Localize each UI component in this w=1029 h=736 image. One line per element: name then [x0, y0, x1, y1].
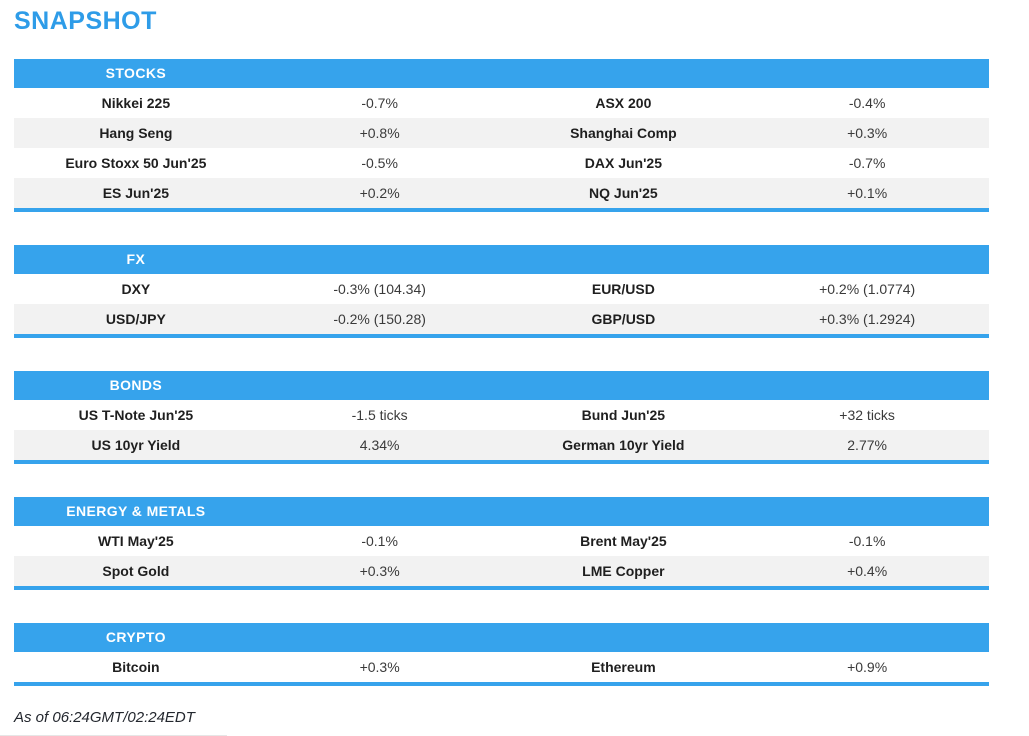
instrument-label: WTI May'25	[98, 532, 174, 549]
table-row: Hang Seng +0.8% Shanghai Comp +0.3%	[14, 117, 989, 148]
table-row: ES Jun'25 +0.2% NQ Jun'25 +0.1%	[14, 177, 989, 208]
instrument-label: Ethereum	[591, 658, 656, 675]
instrument-label: Spot Gold	[102, 562, 170, 579]
instrument-value: +0.8%	[359, 124, 400, 141]
bottom-divider	[0, 734, 227, 736]
table-row: DXY -0.3% (104.34) EUR/USD +0.2% (1.0774)	[14, 273, 989, 304]
section-header: BONDS	[14, 370, 989, 400]
instrument-label: Nikkei 225	[101, 94, 171, 111]
instrument-value: +0.3% (1.2924)	[819, 310, 916, 327]
section-crypto: CRYPTO Bitcoin +0.3% Ethereum +0.9%	[14, 622, 989, 686]
section-bottom-bar	[14, 681, 989, 686]
instrument-value: +0.3%	[359, 562, 400, 579]
instrument-value: +32 ticks	[839, 406, 895, 423]
section-header-label: CRYPTO	[105, 629, 166, 645]
section-header: STOCKS	[14, 58, 989, 88]
section-stocks: STOCKS Nikkei 225 -0.7% ASX 200 -0.4% Hang Se…	[14, 58, 989, 212]
table-row: Spot Gold +0.3% LME Copper +0.4%	[14, 555, 989, 586]
instrument-value: +0.1%	[847, 184, 888, 201]
instrument-label: NQ Jun'25	[589, 184, 658, 201]
table-row: Euro Stoxx 50 Jun'25 -0.5% DAX Jun'25 -0.7%	[14, 147, 989, 178]
instrument-label: DAX Jun'25	[584, 154, 662, 171]
section-bottom-bar	[14, 459, 989, 464]
instrument-value: +0.9%	[847, 658, 888, 675]
instrument-value: +0.3%	[359, 658, 400, 675]
section-bonds: BONDS US T-Note Jun'25 -1.5 ticks Bund Jun'…	[14, 370, 989, 464]
section-header: FX	[14, 244, 989, 274]
instrument-label: Bitcoin	[112, 658, 160, 675]
instrument-value: -0.2% (150.28)	[333, 310, 426, 327]
instrument-label: USD/JPY	[105, 310, 166, 327]
instrument-value: -1.5 ticks	[351, 406, 408, 423]
section-bottom-bar	[14, 207, 989, 212]
instrument-label: US 10yr Yield	[91, 436, 181, 453]
table-row: USD/JPY -0.2% (150.28) GBP/USD +0.3% (1.292…	[14, 303, 989, 334]
section-header-label: STOCKS	[105, 65, 167, 81]
instrument-value: 2.77%	[847, 436, 887, 453]
instrument-label: Bund Jun'25	[581, 406, 666, 423]
instrument-label: GBP/USD	[591, 310, 656, 327]
instrument-value: -0.7%	[848, 154, 886, 171]
section-header: ENERGY & METALS	[14, 496, 989, 526]
instrument-label: German 10yr Yield	[562, 436, 685, 453]
instrument-label: Euro Stoxx 50 Jun'25	[65, 154, 207, 171]
instrument-label: ES Jun'25	[102, 184, 170, 201]
instrument-label: ASX 200	[595, 94, 652, 111]
section-energy-metals: ENERGY & METALS WTI May'25 -0.1% Brent May'…	[14, 496, 989, 590]
table-row: Bitcoin +0.3% Ethereum +0.9%	[14, 651, 989, 682]
table-row: Nikkei 225 -0.7% ASX 200 -0.4%	[14, 87, 989, 118]
instrument-label: Brent May'25	[580, 532, 667, 549]
instrument-value: +0.2%	[359, 184, 400, 201]
section-header-label: BONDS	[109, 377, 163, 393]
instrument-label: Hang Seng	[99, 124, 173, 141]
instrument-value: -0.1%	[848, 532, 886, 549]
section-bottom-bar	[14, 585, 989, 590]
table-row: US T-Note Jun'25 -1.5 ticks Bund Jun'25 +32…	[14, 399, 989, 430]
instrument-label: Shanghai Comp	[570, 124, 677, 141]
table-row: WTI May'25 -0.1% Brent May'25 -0.1%	[14, 525, 989, 556]
instrument-value: -0.3% (104.34)	[333, 280, 426, 297]
instrument-value: -0.1%	[361, 532, 398, 549]
table-row: US 10yr Yield 4.34% German 10yr Yield 2.77%	[14, 429, 989, 460]
timestamp-note: As of 06:24GMT/02:24EDT	[14, 708, 195, 726]
instrument-label: DXY	[121, 280, 151, 297]
instrument-value: +0.2% (1.0774)	[819, 280, 916, 297]
section-bottom-bar	[14, 333, 989, 338]
instrument-label: EUR/USD	[591, 280, 655, 297]
instrument-label: US T-Note Jun'25	[78, 406, 194, 423]
instrument-value: -0.5%	[361, 154, 398, 171]
instrument-value: +0.3%	[847, 124, 888, 141]
market-snapshot-table: STOCKS Nikkei 225 -0.7% ASX 200 -0.4% Hang Se…	[14, 58, 989, 686]
instrument-label: LME Copper	[582, 562, 665, 579]
instrument-value: +0.4%	[847, 562, 888, 579]
section-header: CRYPTO	[14, 622, 989, 652]
section-header-label: ENERGY & METALS	[66, 503, 206, 519]
section-header-label: FX	[126, 251, 146, 267]
instrument-value: -0.7%	[361, 94, 398, 111]
section-fx: FX DXY -0.3% (104.34) EUR/USD +0.2% (1.0774)…	[14, 244, 989, 338]
page-title: SNAPSHOT	[14, 7, 157, 35]
instrument-value: 4.34%	[359, 436, 400, 453]
instrument-value: -0.4%	[848, 94, 886, 111]
